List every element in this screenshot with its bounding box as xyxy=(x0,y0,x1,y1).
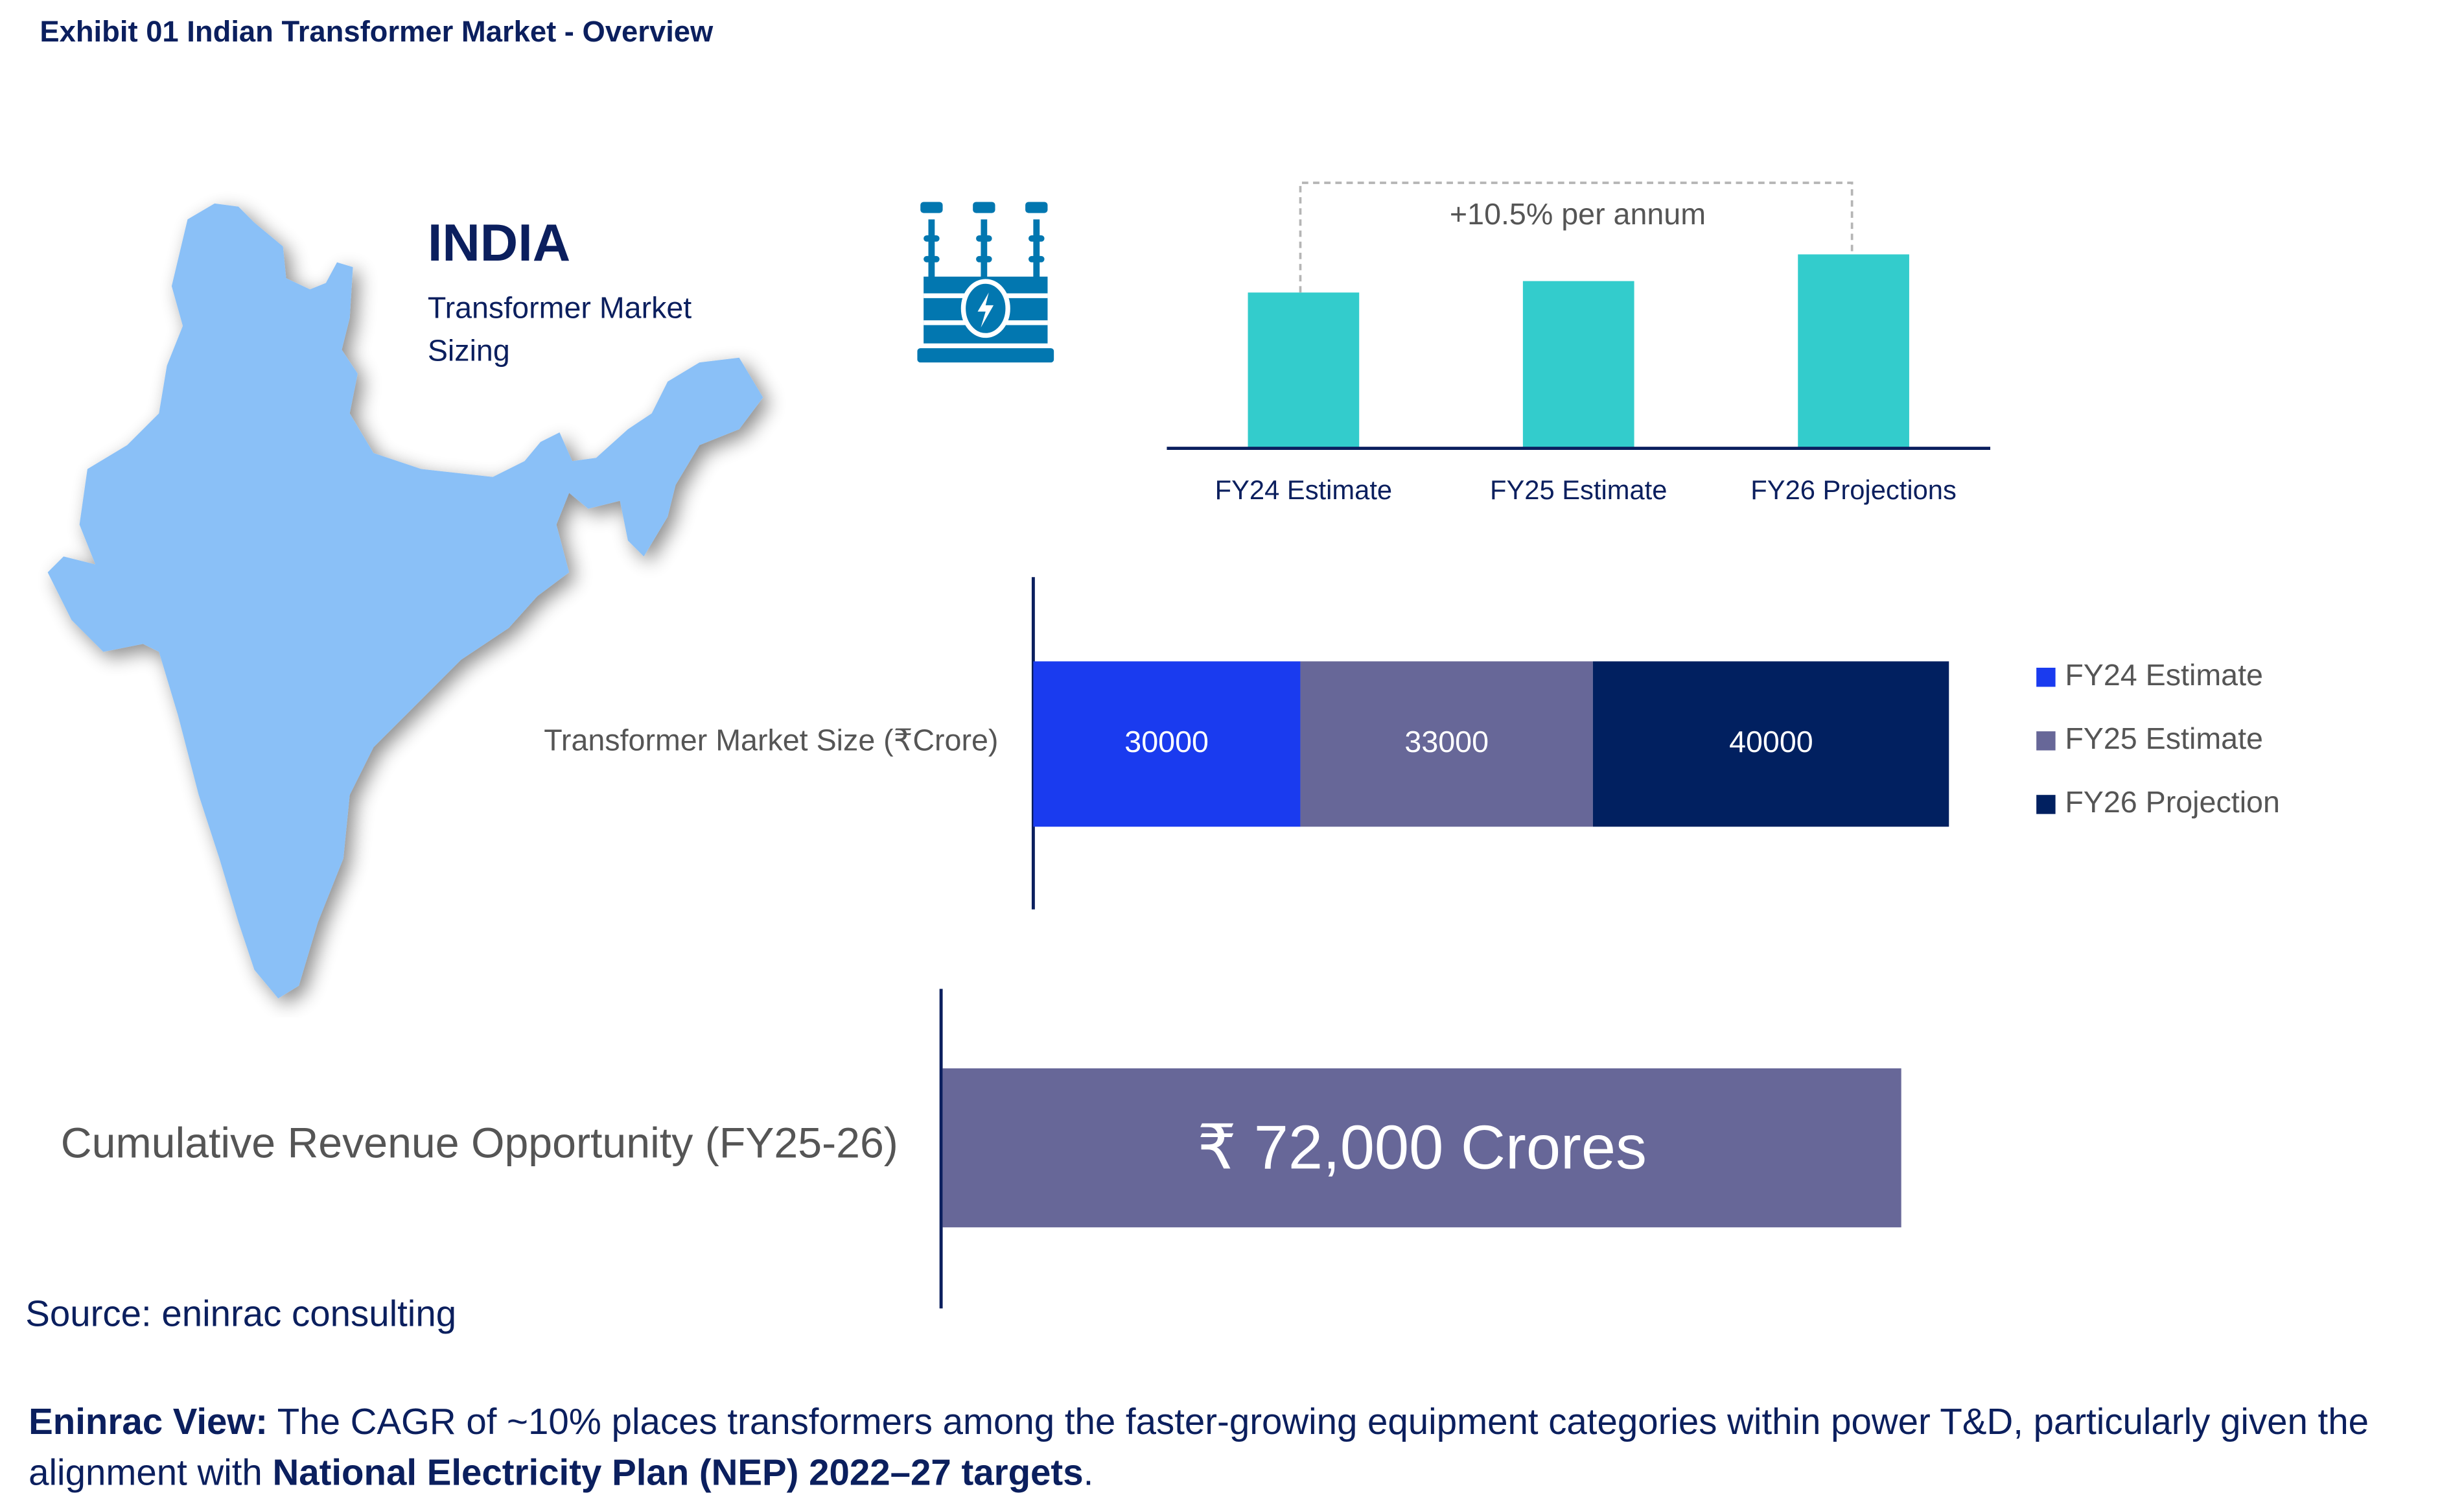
growth-bar-chart xyxy=(1167,182,1991,451)
segment-label: 33000 xyxy=(1404,726,1489,760)
cumulative-axis xyxy=(939,989,943,1309)
stack-segment-fy26-projection: 40000 xyxy=(1593,661,1949,827)
stack-segment-fy25-estimate: 33000 xyxy=(1299,661,1594,827)
stack-category-label: Transformer Market Size (₹Crore) xyxy=(544,725,999,758)
legend-swatch xyxy=(2036,731,2056,751)
segment-label: 40000 xyxy=(1729,726,1813,760)
legend-item: FY26 Projection xyxy=(2036,787,2280,822)
source-note: Source: eninrac consulting xyxy=(25,1292,457,1334)
page-title: Exhibit 01 Indian Transformer Market - O… xyxy=(40,14,714,48)
growth-annotation: +10.5% per annum xyxy=(1449,198,1706,233)
legend-swatch xyxy=(2036,795,2056,814)
bar-fy25-estimate xyxy=(1522,281,1634,449)
legend-item: FY25 Estimate xyxy=(2036,723,2263,758)
legend-item: FY24 Estimate xyxy=(2036,660,2263,695)
x-tick-label: FY26 Projections xyxy=(1750,475,1957,506)
india-map xyxy=(47,203,763,999)
bar-fy24-estimate xyxy=(1248,292,1360,449)
map-heading: INDIA xyxy=(427,213,571,272)
stack-segment-fy24-estimate: 30000 xyxy=(1033,661,1300,827)
transformer-icon xyxy=(917,202,1054,363)
x-tick-label: FY24 Estimate xyxy=(1215,475,1393,506)
legend-swatch xyxy=(2036,668,2056,687)
cumulative-label: Cumulative Revenue Opportunity (FY25-26) xyxy=(60,1119,898,1168)
x-tick-label: FY25 Estimate xyxy=(1489,475,1668,506)
stack-axis xyxy=(1031,577,1035,910)
bar-fy26-projections xyxy=(1798,254,1909,449)
cumulative-bar: ₹ 72,000 Crores xyxy=(942,1068,1901,1228)
map-subheading: Transformer Market Sizing xyxy=(427,292,692,369)
segment-label: 30000 xyxy=(1124,726,1209,760)
eninrac-view: Eninrac View: The CAGR of ~10% places tr… xyxy=(29,1400,2369,1493)
